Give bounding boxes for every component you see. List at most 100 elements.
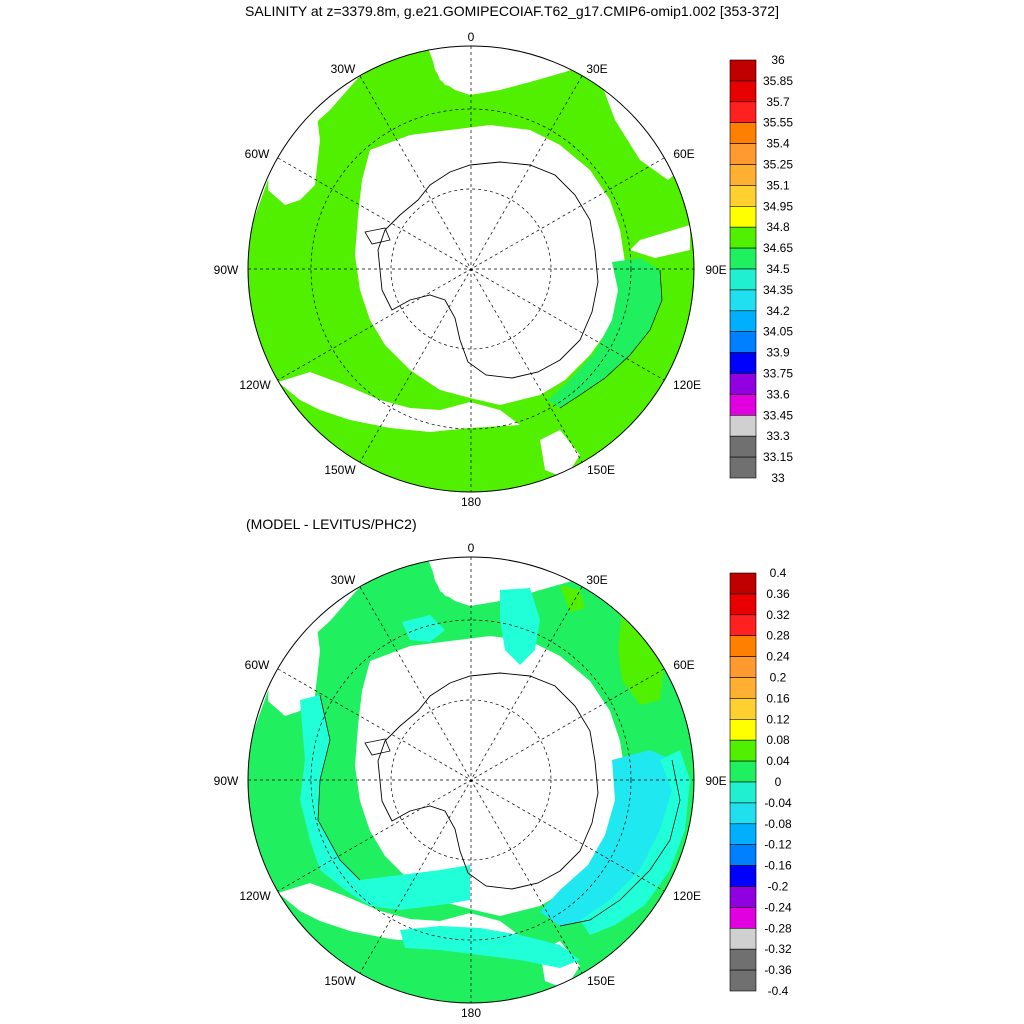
lon-label-60e-b: 60E — [673, 658, 694, 672]
colorbar-top-tick-label: 35.7 — [766, 95, 790, 109]
colorbar-top-tick-label: 34.35 — [763, 283, 793, 297]
colorbar-bottom-swatch — [729, 948, 757, 971]
colorbar-bottom-swatch — [729, 781, 757, 804]
colorbar-bottom-swatch — [729, 572, 757, 595]
colorbar-top: 36 35.85 35.7 35.55 35.4 35.25 35.1 34.95 34.8 34… — [729, 53, 793, 485]
colorbar-top-tick-label: 33.9 — [766, 346, 790, 360]
colorbar-bottom-swatch — [729, 823, 757, 845]
lon-label-120w-b: 120W — [239, 889, 271, 903]
colorbar-bottom-swatch — [729, 677, 757, 699]
colorbar-bottom-tick-label: -0.36 — [764, 963, 792, 977]
colorbar-top-tick-label: 34.2 — [766, 304, 790, 318]
antarctica-coastline-b — [377, 672, 599, 890]
colorbar-bottom-tick-label: 0.32 — [766, 608, 790, 622]
colorbar-bottom-swatch — [729, 635, 757, 657]
lon-label-90e-b: 90E — [705, 774, 726, 788]
anomaly-ne-positive — [618, 612, 665, 705]
lon-label-150w-b: 150W — [324, 974, 356, 988]
colorbar-top-swatch — [729, 331, 757, 353]
colorbar-top-swatch — [729, 80, 757, 103]
colorbar-bottom-tick-label: -0.24 — [764, 900, 792, 914]
colorbar-bottom-tick-label: 0.36 — [766, 587, 790, 601]
colorbar-top-swatch — [729, 414, 757, 437]
colorbar-top-tick-label: 34.95 — [763, 199, 793, 213]
colorbar-bottom-tick-label: -0.2 — [768, 880, 789, 894]
masked-region-e — [630, 225, 690, 258]
masked-region-sw — [278, 372, 520, 432]
lon-label-30w: 30W — [331, 62, 356, 76]
colorbar-top-swatch — [729, 185, 757, 207]
colorbar-bottom-tick-label: 0 — [775, 775, 782, 789]
colorbar-top-swatch — [729, 352, 757, 374]
colorbar-top-swatch — [729, 289, 757, 312]
colorbar-top-swatch — [729, 310, 757, 332]
colorbar-bottom: 0.4 0.36 0.32 0.28 0.24 0.2 0.16 0.12 0.08 0.04 0 -… — [729, 566, 792, 998]
difference-subtitle: (MODEL - LEVITUS/PHC2) — [246, 516, 417, 532]
lon-label-0-b: 0 — [468, 541, 475, 555]
lon-label-30e-b: 30E — [586, 573, 607, 587]
colorbar-bottom-swatch — [729, 969, 757, 992]
lon-label-150e-b: 150E — [587, 974, 615, 988]
colorbar-top-tick-label: 35.4 — [766, 137, 790, 151]
lon-label-120e: 120E — [673, 378, 701, 392]
colorbar-top-swatch — [729, 435, 757, 458]
colorbar-bottom-tick-label: -0.08 — [764, 817, 792, 831]
colorbar-bottom-swatch — [729, 865, 757, 887]
colorbar-bottom-tick-label: 0.12 — [766, 712, 790, 726]
lon-label-120e-b: 120E — [673, 889, 701, 903]
graticule-bottom — [248, 557, 694, 1003]
colorbar-top-swatch — [729, 456, 757, 479]
colorbar-bottom-tick-label: 0.28 — [766, 629, 790, 643]
colorbar-bottom-swatch — [729, 614, 757, 636]
lon-label-90w-b: 90W — [214, 774, 239, 788]
colorbar-top-swatch — [729, 373, 757, 395]
colorbar-top-tick-label: 34.05 — [763, 325, 793, 339]
colorbar-top-swatch — [729, 101, 757, 124]
colorbar-top-tick-label: 33.45 — [763, 408, 793, 422]
colorbar-top-swatch — [729, 247, 757, 270]
lon-label-180-b: 180 — [461, 1006, 481, 1020]
lon-label-60w-b: 60W — [245, 658, 270, 672]
anomaly-west — [300, 695, 470, 910]
colorbar-bottom-tick-label: 0.4 — [770, 566, 787, 580]
colorbar-bottom-swatch — [729, 698, 757, 720]
colorbar-top-swatch — [729, 206, 757, 228]
lon-label-90e: 90E — [705, 263, 726, 277]
colorbar-top-swatch — [729, 394, 757, 416]
colorbar-bottom-swatch — [729, 760, 757, 783]
colorbar-top-swatch — [729, 143, 757, 165]
colorbar-bottom-tick-label: -0.04 — [764, 796, 792, 810]
lon-label-150w: 150W — [324, 463, 356, 477]
colorbar-bottom-tick-label: -0.32 — [764, 942, 792, 956]
colorbar-top-tick-label: 33.15 — [763, 450, 793, 464]
salinity-map: 0 30E 60E 90E 120E 150E 180 150W 120W 90… — [214, 30, 727, 509]
antarctica-coastline — [377, 161, 599, 379]
lon-label-60w: 60W — [245, 147, 270, 161]
lon-label-60e: 60E — [673, 147, 694, 161]
colorbar-top-tick-label: 35.1 — [766, 178, 790, 192]
colorbar-bottom-swatch — [729, 739, 757, 762]
lon-label-30e: 30E — [586, 62, 607, 76]
colorbar-top-tick-label: 33.3 — [766, 429, 790, 443]
anomaly-n-positive — [560, 585, 585, 612]
colorbar-top-swatch — [729, 226, 757, 249]
colorbar-top-swatch — [729, 122, 757, 144]
colorbar-bottom-swatch — [729, 593, 757, 616]
map-boundary-bottom — [247, 556, 695, 1004]
colorbar-bottom-tick-label: 0.04 — [766, 754, 790, 768]
salinity-band-east — [548, 258, 662, 408]
masked-region-nw — [268, 100, 320, 205]
colorbar-bottom-swatch — [729, 844, 757, 866]
colorbar-bottom-swatch — [729, 656, 757, 678]
lon-label-30w-b: 30W — [331, 573, 356, 587]
colorbar-top-swatch — [729, 268, 757, 291]
lon-label-90w: 90W — [214, 263, 239, 277]
masked-region-nw-b — [268, 611, 320, 716]
colorbar-top-swatch — [729, 59, 757, 82]
colorbar-top-tick-label: 36 — [771, 53, 785, 67]
colorbar-bottom-swatch — [729, 718, 757, 741]
anomaly-east — [540, 750, 680, 926]
colorbar-bottom-tick-label: 0.2 — [770, 671, 787, 685]
difference-map: 0 30E 60E 90E 120E 150E 180 150W 120W 90… — [214, 541, 727, 1020]
